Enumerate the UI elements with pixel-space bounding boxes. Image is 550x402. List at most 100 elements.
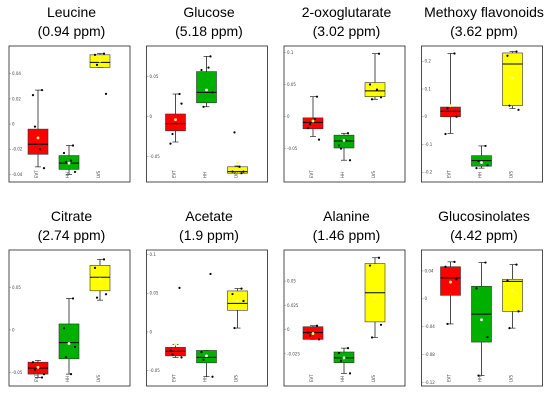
box-lvs xyxy=(227,287,248,330)
data-point xyxy=(95,63,99,66)
panel-4: Methoxy flavonoids (3.62 ppm) -0.2 -0.1 0 0.1… xyxy=(421,4,544,183)
data-point xyxy=(339,147,343,150)
box-evt xyxy=(302,95,324,141)
data-point xyxy=(240,287,243,290)
data-point xyxy=(477,374,480,377)
data-point xyxy=(71,297,75,300)
box-body xyxy=(502,278,523,312)
data-point xyxy=(209,55,212,58)
data-point xyxy=(348,372,352,375)
mean-marker xyxy=(36,365,40,369)
category-label: EVT xyxy=(309,374,314,382)
data-point xyxy=(178,92,181,96)
y-tick-label: 0.2 xyxy=(425,59,432,64)
mean-marker xyxy=(36,136,40,140)
y-tick-label: -0.05 xyxy=(287,146,298,151)
category-label: LVS xyxy=(234,374,239,382)
box-body xyxy=(165,113,186,132)
category-label: EVT xyxy=(172,170,177,178)
panel-5: Citrate (2.74 ppm) -0.05 0 0.05 EVT HH LVS xyxy=(8,208,131,387)
category-label: HH xyxy=(478,172,483,178)
category-label: HH xyxy=(340,376,345,382)
data-point xyxy=(40,88,44,92)
data-point xyxy=(453,260,456,263)
data-point xyxy=(211,91,214,94)
panel-title: Glucosinolates xyxy=(438,208,530,224)
mean-marker xyxy=(98,277,102,281)
data-point xyxy=(200,68,203,72)
panel-subtitle: (0.94 ppm) xyxy=(38,23,106,39)
y-tick-label: 0.04 xyxy=(425,268,434,273)
data-point xyxy=(455,115,458,118)
box-evt xyxy=(27,88,49,170)
data-point xyxy=(344,139,348,142)
y-tick-label: -0.05 xyxy=(150,368,161,373)
data-point xyxy=(308,123,312,126)
y-tick-label: 0.05 xyxy=(150,291,159,296)
data-point xyxy=(64,356,68,359)
data-point xyxy=(453,52,456,55)
mean-marker xyxy=(511,289,514,293)
y-tick-label: 0.025 xyxy=(287,303,299,308)
data-point xyxy=(233,326,236,330)
plot-frame xyxy=(146,45,268,183)
data-point xyxy=(370,98,374,101)
data-point xyxy=(33,125,37,128)
category-label: HH xyxy=(203,172,208,178)
data-point xyxy=(40,376,44,379)
data-point xyxy=(64,160,68,163)
box-lvs xyxy=(227,131,248,175)
data-point xyxy=(69,373,73,376)
box-body xyxy=(27,128,49,155)
data-point xyxy=(178,286,181,289)
category-label: HH xyxy=(65,172,70,178)
category-label: LVS xyxy=(509,170,514,178)
category-label: LVS xyxy=(371,374,376,382)
category-label: HH xyxy=(478,376,483,382)
data-point xyxy=(180,102,183,105)
data-point xyxy=(31,361,35,364)
data-point xyxy=(446,322,449,326)
y-tick-label: -0.025 xyxy=(287,351,300,356)
y-tick-label: -0.04 xyxy=(425,324,436,329)
data-point xyxy=(238,165,241,168)
category-label: EVT xyxy=(309,170,314,178)
y-tick-label: 0.02 xyxy=(12,96,21,101)
category-label: HH xyxy=(65,376,70,382)
box-evt xyxy=(440,260,461,326)
data-point xyxy=(339,359,343,362)
panel-title: Glucose xyxy=(183,4,235,20)
data-point xyxy=(33,368,37,371)
box-body xyxy=(440,106,461,118)
y-tick-label: 0.04 xyxy=(12,71,21,76)
category-label: LVS xyxy=(234,170,239,178)
panel-title: Acetate xyxy=(185,208,233,224)
data-point xyxy=(346,347,350,350)
data-point xyxy=(370,336,374,339)
panel-8: Glucosinolates (4.42 ppm) -0.12 -0.08 -0.04 0… xyxy=(421,208,543,387)
mean-marker xyxy=(511,76,514,80)
mean-marker xyxy=(342,356,346,360)
panel-title: Alanine xyxy=(323,208,370,224)
y-tick-label: 0.1 xyxy=(150,252,157,257)
data-point xyxy=(169,142,172,145)
data-point xyxy=(337,144,341,147)
box-lvs xyxy=(89,258,111,301)
box-evt xyxy=(165,92,186,145)
box-hh xyxy=(196,55,217,108)
data-point xyxy=(240,172,243,175)
y-tick-label: -0.2 xyxy=(425,170,433,175)
data-point xyxy=(515,50,518,53)
box-hh xyxy=(196,272,217,378)
data-point xyxy=(180,356,183,359)
panel-3: 2-oxoglutarate (3.02 ppm) -0.05 0 0.05 0.1 EVT… xyxy=(283,4,406,183)
category-label: HH xyxy=(340,172,345,178)
data-point xyxy=(475,287,478,290)
data-point xyxy=(477,160,480,163)
y-tick-label: 0 xyxy=(425,296,428,301)
y-tick-label: -0.02 xyxy=(12,147,23,152)
data-point xyxy=(62,151,66,155)
data-point xyxy=(337,351,341,355)
data-point xyxy=(484,261,487,264)
